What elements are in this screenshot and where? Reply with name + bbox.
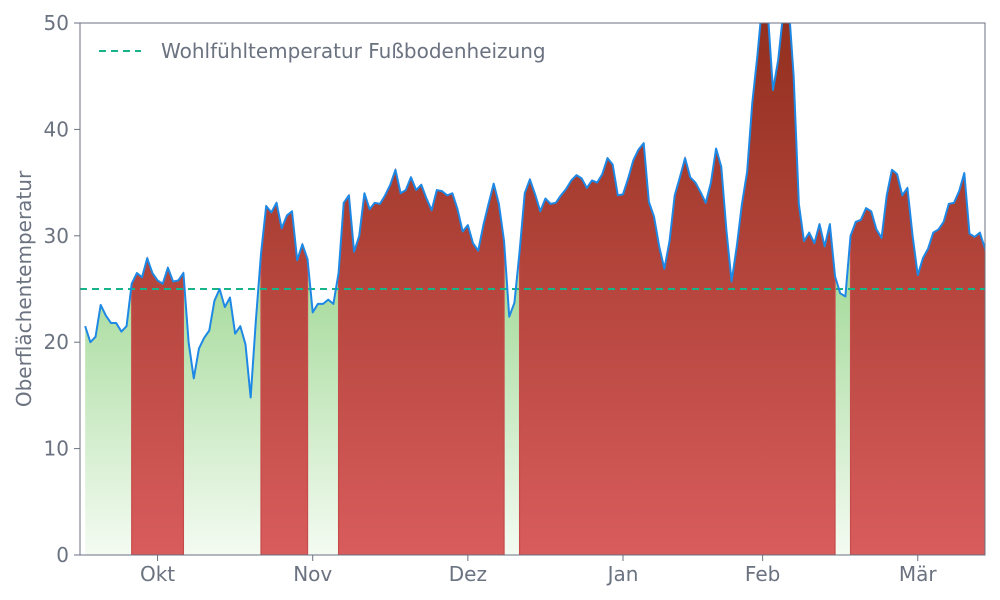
axes-frame: [79, 22, 986, 556]
data-line-layer: [80, 23, 985, 399]
y-tick-label: 30: [44, 224, 69, 248]
area-above-threshold: [131, 256, 185, 555]
x-tick-label: Nov: [293, 562, 332, 586]
legend-threshold-label: Wohlfühltemperatur Fußbodenheizung: [161, 39, 546, 63]
area-above-threshold: [518, 23, 836, 555]
x-tick-label: Dez: [449, 562, 487, 586]
y-tick-label: 0: [56, 543, 69, 567]
tick-layer: 0 10 20 30 40 50 Okt Nov Dez Jan Feb Mär Oberflächen…: [12, 11, 937, 586]
temperature-line: [84, 23, 985, 399]
area-above-threshold: [260, 201, 309, 555]
legend: Wohlfühltemperatur Fußbodenheizung: [99, 39, 546, 63]
plot-frame: [79, 22, 986, 556]
y-tick-label: 10: [44, 437, 69, 461]
x-tick-label: Feb: [745, 562, 780, 586]
x-tick-label: Jan: [606, 562, 639, 586]
x-tick-label: Okt: [140, 562, 175, 586]
y-tick-label: 20: [44, 330, 69, 354]
y-tick-label: 50: [44, 11, 69, 35]
area-fill-layer: [85, 23, 985, 555]
y-axis-title: Oberflächentemperatur: [12, 170, 36, 407]
x-tick-label: Mär: [899, 562, 938, 586]
area-above-threshold: [337, 167, 505, 555]
y-tick-label: 40: [44, 117, 69, 141]
